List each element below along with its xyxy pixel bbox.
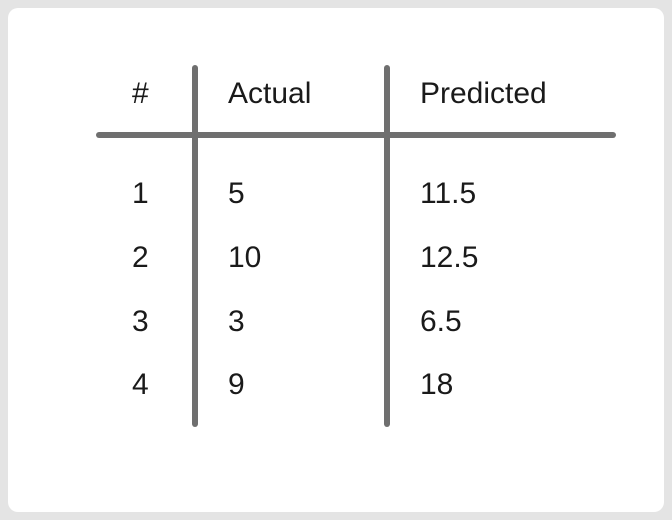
column-divider-2 — [384, 65, 390, 427]
cell-actual: 9 — [228, 368, 245, 401]
cell-predicted: 18 — [420, 368, 454, 401]
cell-actual: 3 — [228, 305, 245, 338]
data-table: # Actual Predicted 1 5 11.5 2 10 12.5 3 … — [8, 8, 664, 512]
cell-index: 4 — [132, 368, 149, 401]
header-actual: Actual — [228, 77, 312, 110]
cell-actual: 5 — [228, 177, 245, 210]
cell-predicted: 12.5 — [420, 241, 479, 274]
header-predicted: Predicted — [420, 77, 547, 110]
cell-predicted: 11.5 — [420, 177, 477, 210]
cell-index: 2 — [132, 241, 149, 274]
header-divider — [96, 132, 616, 138]
cell-index: 3 — [132, 305, 149, 338]
header-index: # — [132, 77, 149, 110]
cell-index: 1 — [132, 177, 149, 210]
table-card: # Actual Predicted 1 5 11.5 2 10 12.5 3 … — [8, 8, 664, 512]
cell-actual: 10 — [228, 241, 262, 274]
cell-predicted: 6.5 — [420, 305, 462, 338]
column-divider-1 — [192, 65, 198, 427]
